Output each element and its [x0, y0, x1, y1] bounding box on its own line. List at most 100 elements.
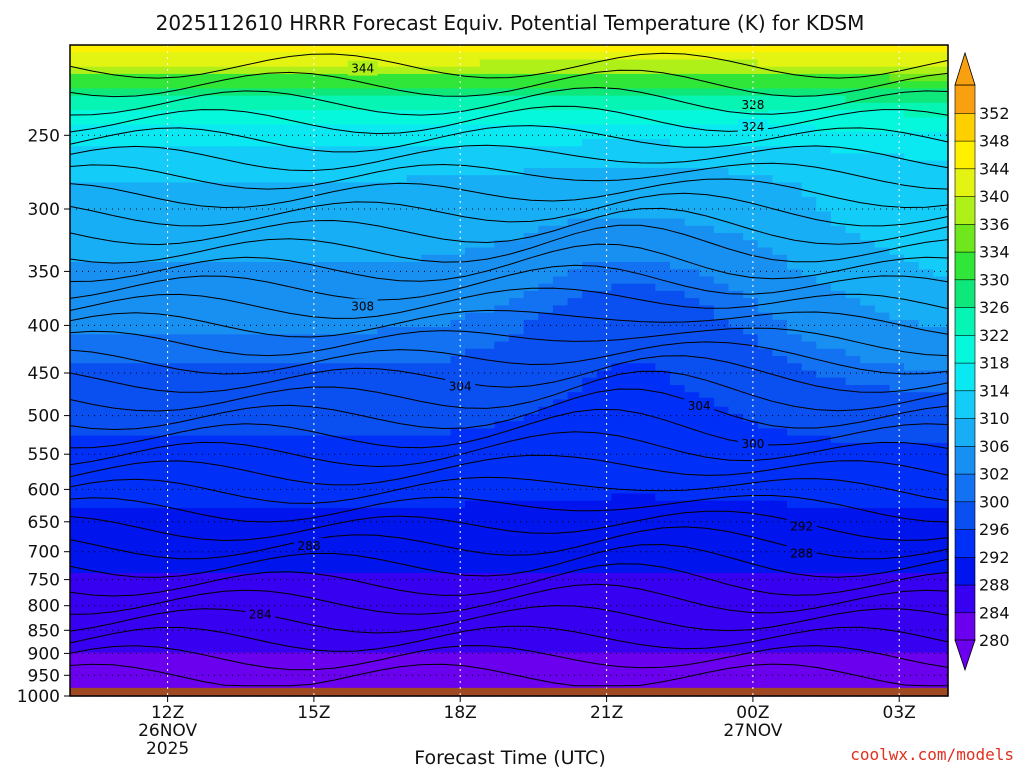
field-cell — [552, 88, 569, 97]
field-cell — [582, 536, 598, 545]
field-cell — [260, 515, 276, 523]
field-cell — [582, 319, 598, 328]
field-cell — [128, 45, 144, 53]
field-cell — [113, 457, 130, 466]
field-cell — [245, 421, 261, 429]
field-cell — [787, 283, 803, 292]
field-cell — [611, 298, 627, 306]
field-cell — [772, 421, 788, 429]
field-cell — [523, 160, 539, 169]
field-cell — [567, 471, 583, 480]
field-cell — [304, 638, 320, 646]
field-cell — [230, 348, 247, 357]
field-cell — [640, 384, 656, 393]
field-cell — [304, 421, 320, 429]
field-cell — [362, 442, 378, 451]
field-cell — [406, 283, 422, 292]
field-cell — [640, 283, 656, 292]
field-cell — [787, 421, 803, 429]
field-cell — [640, 573, 656, 581]
field-cell — [435, 681, 452, 690]
field-cell — [582, 450, 598, 458]
field-cell — [728, 413, 744, 422]
field-cell — [421, 413, 437, 422]
field-cell — [699, 182, 715, 191]
field-cell — [538, 377, 554, 386]
field-cell — [333, 182, 349, 191]
field-cell — [421, 392, 437, 401]
field-cell — [304, 515, 320, 523]
field-cell — [99, 616, 115, 625]
field-cell — [289, 609, 305, 618]
field-cell — [143, 196, 159, 205]
field-cell — [406, 312, 422, 321]
field-cell — [318, 319, 334, 328]
field-cell — [494, 160, 510, 169]
field-cell — [113, 594, 130, 603]
field-cell — [70, 565, 86, 574]
field-cell — [70, 334, 86, 343]
field-cell — [640, 146, 656, 155]
field-cell — [450, 348, 466, 357]
field-cell — [304, 66, 320, 75]
field-cell — [348, 45, 364, 53]
field-cell — [172, 117, 188, 126]
field-cell — [699, 421, 715, 429]
field-cell — [713, 283, 730, 292]
field-cell — [391, 319, 408, 328]
field-cell — [216, 529, 232, 538]
field-cell — [362, 544, 378, 552]
field-cell — [348, 630, 364, 639]
field-cell — [172, 276, 188, 285]
field-cell — [479, 522, 495, 531]
field-cell — [830, 146, 847, 155]
field-cell — [728, 630, 744, 639]
field-cell — [113, 435, 130, 444]
field-cell — [201, 102, 217, 111]
field-cell — [406, 102, 422, 111]
field-cell — [245, 262, 261, 270]
field-cell — [230, 327, 247, 335]
field-cell — [128, 522, 144, 531]
field-cell — [669, 182, 686, 191]
field-cell — [479, 681, 495, 690]
field-cell — [626, 204, 642, 212]
field-cell — [596, 471, 613, 480]
field-cell — [479, 110, 495, 118]
field-cell — [494, 536, 510, 545]
field-cell — [289, 616, 305, 625]
field-cell — [406, 233, 422, 241]
field-cell — [99, 356, 115, 364]
field-cell — [538, 370, 554, 379]
field-cell — [772, 81, 788, 89]
field-cell — [230, 334, 247, 343]
field-cell — [216, 377, 232, 386]
field-cell — [318, 88, 334, 97]
field-cell — [611, 319, 627, 328]
field-cell — [757, 59, 773, 68]
field-cell — [669, 225, 686, 234]
field-cell — [70, 189, 86, 198]
field-cell — [304, 334, 320, 343]
field-cell — [509, 428, 525, 437]
field-cell — [348, 102, 364, 111]
field-cell — [304, 52, 320, 61]
field-cell — [713, 146, 730, 155]
field-cell — [289, 573, 305, 581]
field-cell — [435, 131, 452, 140]
field-cell — [187, 609, 203, 618]
field-cell — [538, 182, 554, 191]
field-cell — [260, 312, 276, 321]
field-cell — [655, 45, 671, 53]
field-cell — [260, 211, 276, 220]
field-cell — [684, 225, 700, 234]
field-cell — [611, 406, 627, 415]
field-cell — [479, 45, 495, 53]
field-cell — [669, 681, 686, 690]
field-cell — [626, 262, 642, 270]
field-cell — [143, 486, 159, 495]
field-cell — [143, 189, 159, 198]
field-cell — [70, 225, 86, 234]
field-cell — [494, 435, 510, 444]
field-cell — [216, 298, 232, 306]
